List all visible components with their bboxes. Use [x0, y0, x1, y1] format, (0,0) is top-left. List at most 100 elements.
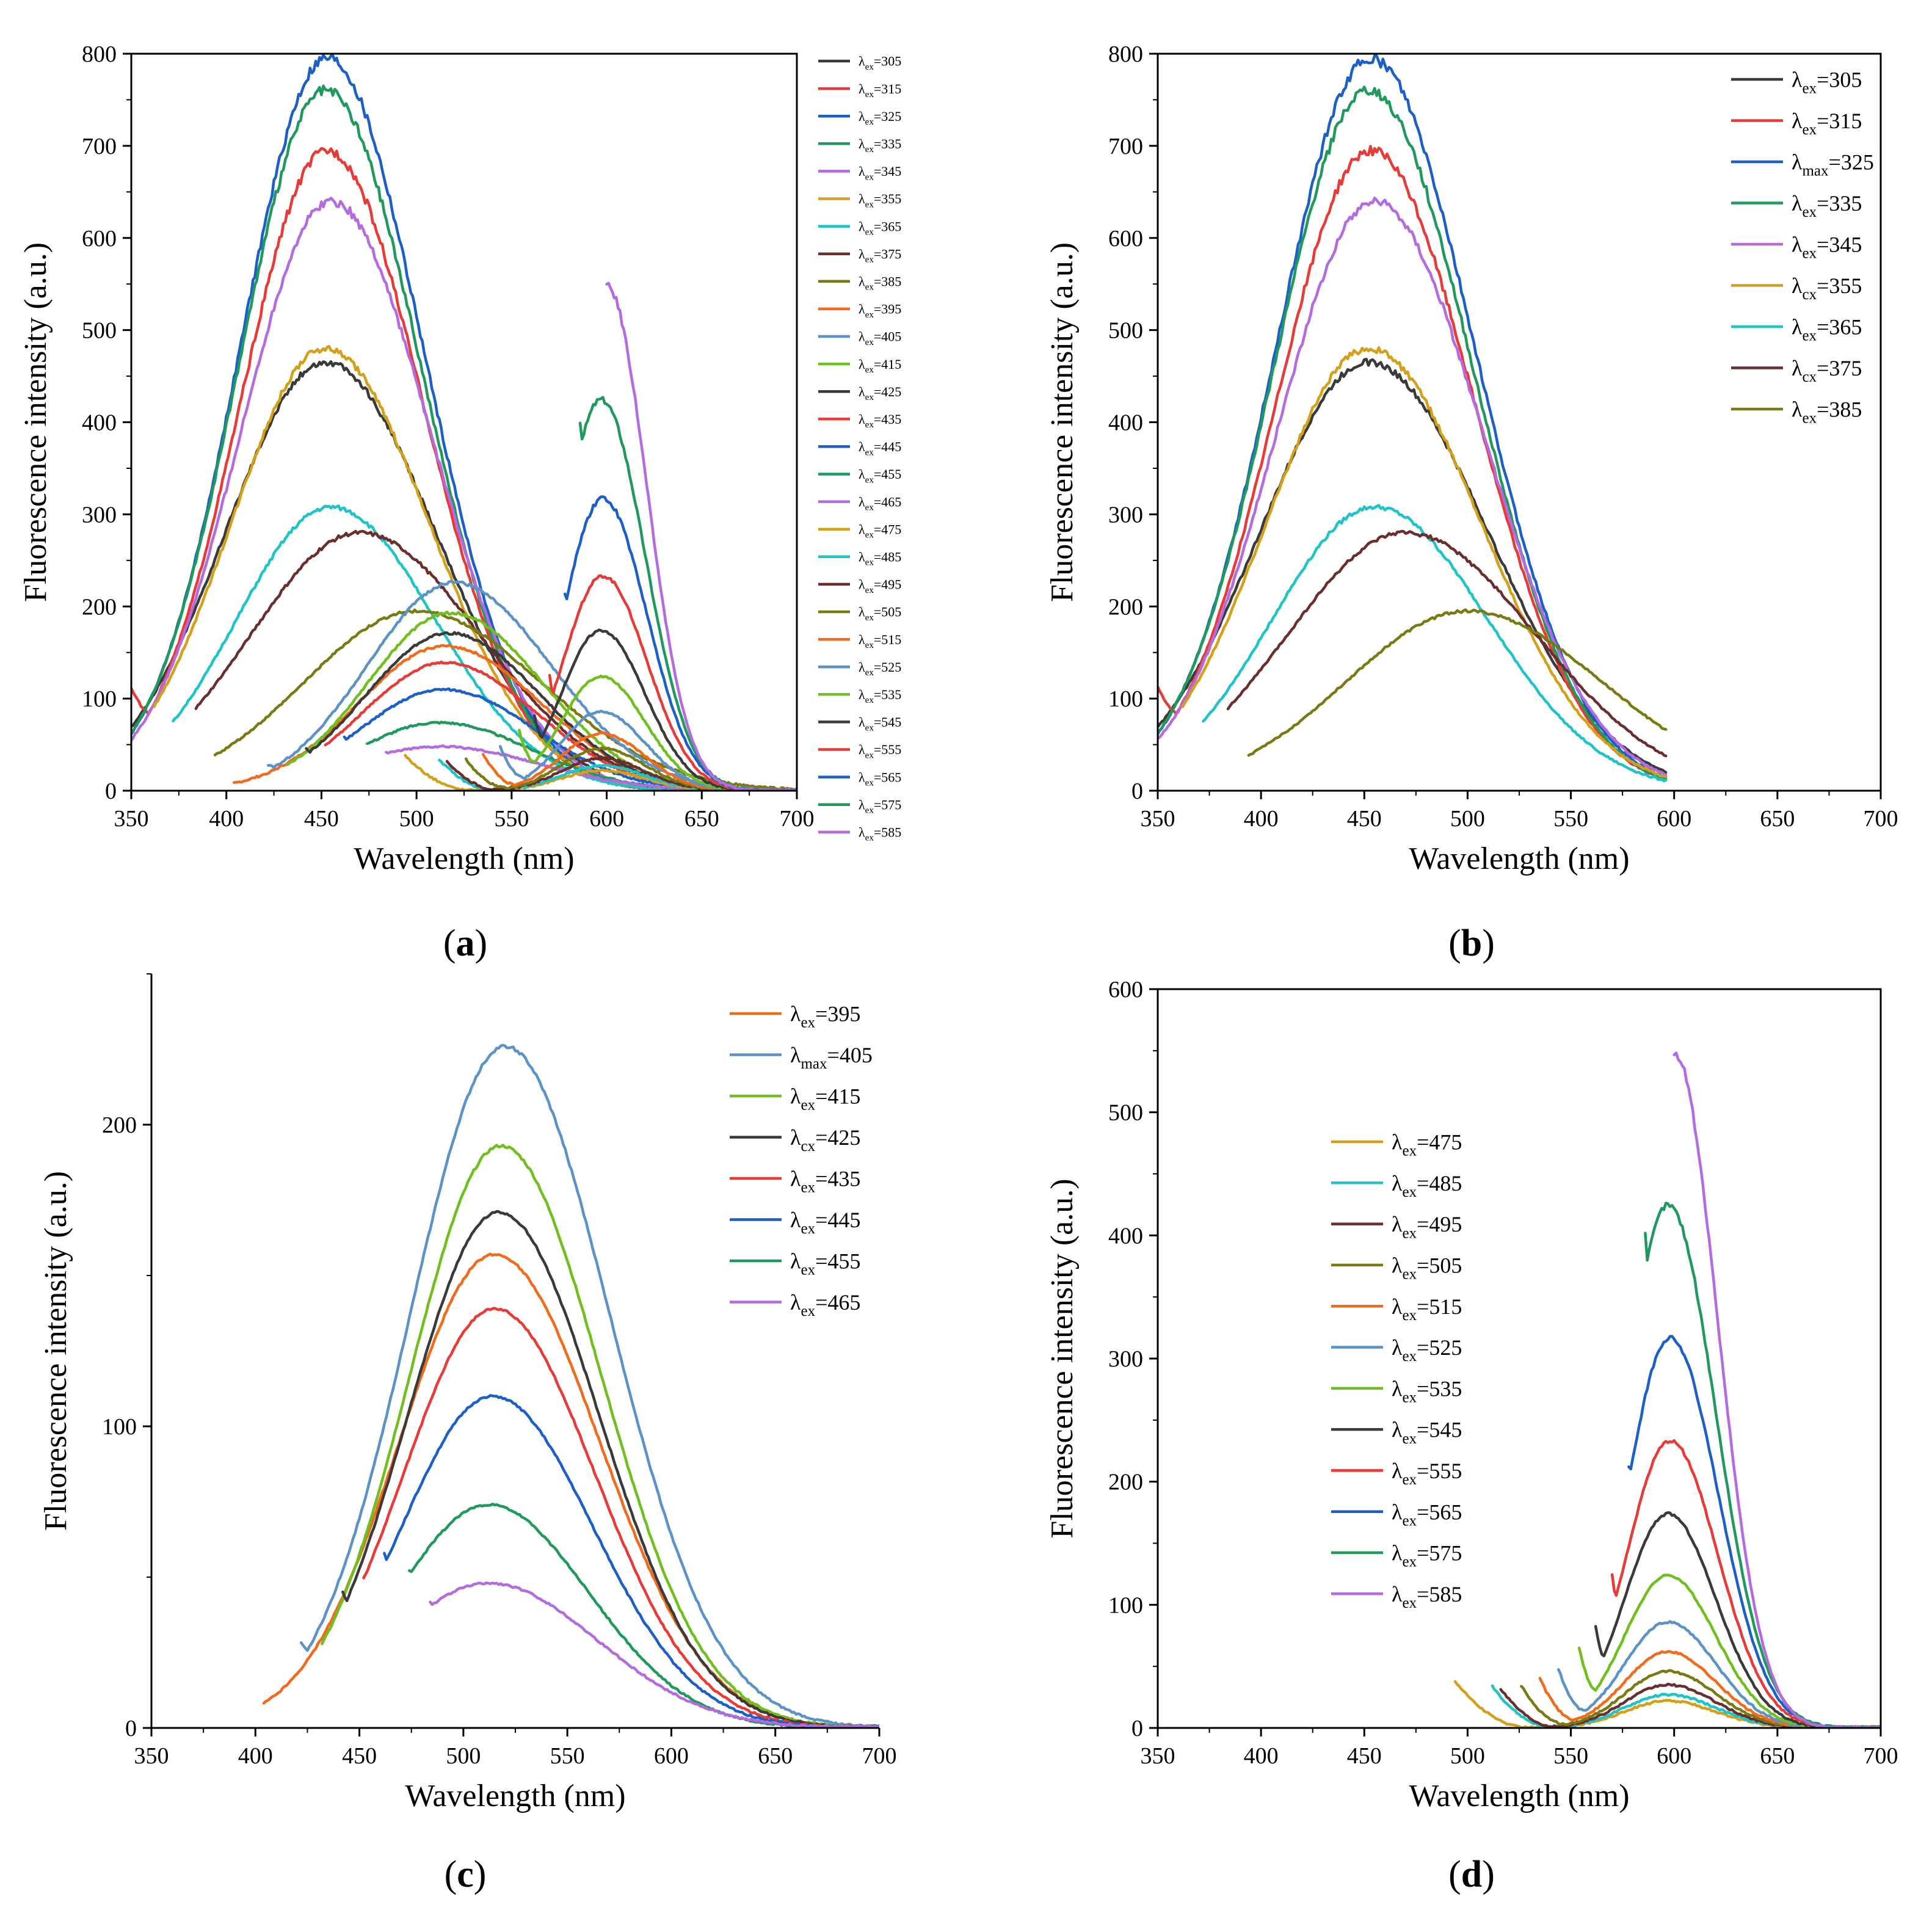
legend-label-425: λex=425: [859, 384, 901, 402]
legend-label-465: λex=465: [859, 494, 901, 512]
series-line-465: [429, 1581, 879, 1728]
y-tick-label: 600: [82, 226, 117, 252]
panel-label-a: (a): [443, 923, 487, 964]
legend-label-565: λex=565: [859, 769, 901, 788]
legend-label-355: λcx=355: [1792, 274, 1862, 303]
legend-label-465: λex=465: [790, 1290, 860, 1319]
x-tick-label: 650: [685, 806, 719, 832]
series-line-485: [1491, 1684, 1881, 1728]
legend-label-305: λex=305: [1792, 68, 1862, 97]
legend-label-435: λex=435: [859, 412, 901, 430]
legend-label-335: λex=335: [1792, 191, 1862, 220]
legend-label-535: λex=535: [859, 687, 901, 705]
legend-label-375: λex=375: [859, 246, 901, 264]
x-tick-label: 550: [550, 1743, 585, 1769]
legend-label-525: λex=525: [859, 659, 901, 678]
y-tick-label: 300: [82, 502, 117, 528]
plot-frame: [1157, 988, 1882, 1729]
y-tick-label: 400: [1108, 410, 1143, 436]
series-line-325: [1158, 54, 1668, 779]
y-tick-label: 0: [125, 1716, 137, 1741]
x-axis-label: Wavelength (nm): [1409, 841, 1629, 876]
legend-label-445: λex=445: [859, 439, 901, 457]
x-tick-label: 500: [446, 1743, 481, 1769]
x-tick-label: 700: [1864, 806, 1898, 832]
legend-label-425: λcx=425: [790, 1125, 860, 1155]
legend-label-575: λex=575: [1392, 1541, 1462, 1570]
legend-label-405: λex=405: [859, 329, 901, 347]
series-line-585: [605, 281, 797, 791]
series-line-585: [1672, 1051, 1881, 1728]
plot-area: [1453, 1051, 1881, 1728]
plot-frame: [1157, 53, 1882, 792]
x-tick-label: 700: [862, 1743, 897, 1769]
legend-label-405: λmax=405: [790, 1043, 873, 1072]
legend-label-355: λex=355: [859, 191, 901, 209]
x-tick-label: 550: [1553, 806, 1588, 832]
y-tick-label: 300: [1108, 502, 1143, 528]
legend-label-555: λex=555: [859, 742, 901, 760]
legend-label-305: λex=305: [859, 54, 901, 72]
x-tick-label: 600: [654, 1743, 689, 1769]
x-tick-label: 350: [1141, 806, 1175, 832]
x-tick-label: 450: [342, 1743, 377, 1769]
series-line-435: [362, 1307, 879, 1728]
legend-label-555: λex=555: [1392, 1459, 1462, 1488]
series-line-455: [408, 1503, 879, 1728]
y-tick-label: 600: [1108, 977, 1143, 1003]
legend-label-475: λex=475: [1392, 1130, 1462, 1159]
legend-label-385: λex=385: [1792, 397, 1862, 427]
legend-label-505: λex=505: [859, 604, 901, 623]
legend-label-585: λex=585: [859, 825, 901, 843]
legend-label-495: λex=495: [859, 577, 901, 595]
y-tick-label: 100: [1108, 1592, 1143, 1618]
legend-label-575: λex=575: [859, 797, 901, 815]
legend: λex=305 λex=315 λmax=325 λex=335 λex=345 λcx=…: [1731, 68, 1874, 427]
legend-label-485: λex=485: [859, 550, 901, 568]
x-tick-label: 600: [589, 806, 624, 832]
y-tick-label: 800: [1108, 42, 1143, 67]
y-tick-label: 200: [82, 594, 117, 620]
x-tick-label: 400: [1244, 1743, 1279, 1769]
y-tick-label: 400: [82, 410, 117, 436]
x-axis-label: Wavelength (nm): [1409, 1779, 1629, 1813]
x-tick-label: 550: [494, 806, 529, 832]
legend-label-535: λex=535: [1392, 1376, 1462, 1406]
y-tick-label: 200: [102, 1112, 137, 1138]
legend-label-565: λex=565: [1392, 1500, 1462, 1529]
y-tick-label: 200: [1108, 594, 1143, 620]
legend-label-585: λex=585: [1392, 1582, 1462, 1611]
legend-label-375: λcx=375: [1792, 356, 1862, 385]
y-tick-label: 100: [102, 1414, 137, 1440]
x-tick-label: 650: [758, 1743, 793, 1769]
panel-d: 350 400 450 500 550 600 650 700 0 100 200 300 400 500…: [1045, 977, 1898, 1813]
y-tick-label: 700: [82, 134, 117, 159]
x-tick-label: 650: [1760, 806, 1795, 832]
panel-label-d: (d): [1448, 1854, 1495, 1895]
legend-label-455: λex=455: [859, 466, 901, 485]
y-axis-label: Fluorescence intensity (a.u.): [18, 242, 53, 602]
y-tick-label: 400: [1108, 1223, 1143, 1249]
legend-label-365: λex=365: [1792, 315, 1862, 344]
legend-label-415: λex=415: [790, 1084, 860, 1114]
y-tick-label: 300: [1108, 1346, 1143, 1372]
series-line-445: [383, 1394, 879, 1728]
y-axis-label: Fluorescence intensity (a.u.): [38, 1171, 73, 1531]
legend-label-395: λex=395: [859, 302, 901, 320]
legend-label-335: λex=335: [859, 136, 901, 154]
x-tick-label: 500: [399, 806, 434, 832]
legend-label-505: λex=505: [1392, 1254, 1462, 1283]
series-line-385: [1247, 608, 1668, 757]
x-tick-label: 350: [134, 1743, 169, 1769]
legend: λex=475 λex=485 λex=495 λex=505 λex=515 λex=5…: [1331, 1130, 1462, 1611]
plot-area: [131, 54, 797, 791]
y-axis-label: Fluorescence intensity (a.u.): [1045, 1178, 1080, 1538]
series-line-385: [213, 608, 797, 791]
x-axis-label: Wavelength (nm): [405, 1779, 625, 1813]
y-tick-label: 100: [1108, 686, 1143, 712]
series-line-405: [299, 1043, 879, 1728]
legend-label-365: λex=365: [859, 219, 901, 237]
legend-label-485: λex=485: [1392, 1171, 1462, 1200]
x-tick-label: 500: [1450, 1743, 1485, 1769]
